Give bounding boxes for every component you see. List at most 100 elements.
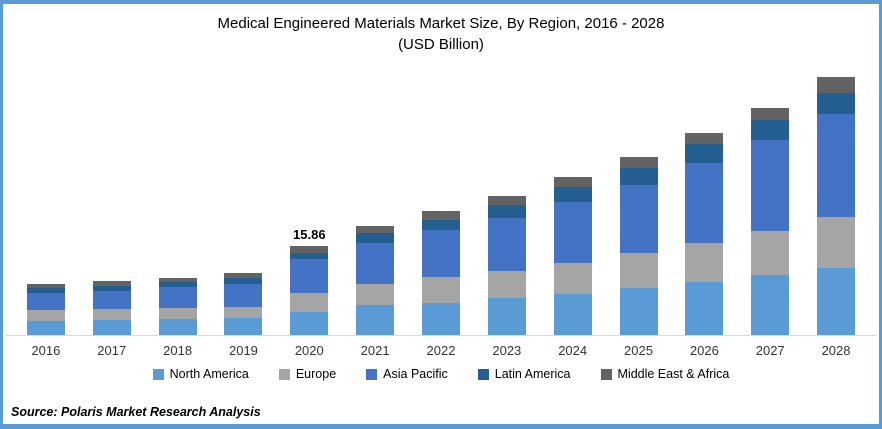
x-axis-label-2016: 2016 <box>31 343 61 358</box>
bar-segment-latin-america-2025 <box>619 167 658 186</box>
bar-segment-europe-2019 <box>224 306 263 319</box>
bar-segment-asia-pacific-2017 <box>92 290 131 309</box>
bar-segment-middle-east-africa-2028 <box>817 76 856 93</box>
bar-segment-middle-east-africa-2023 <box>487 195 526 206</box>
bar-column-2026 <box>671 64 737 335</box>
legend-item-middle-east-africa: Middle East & Africa <box>600 367 729 381</box>
bar-stack-2019 <box>224 273 263 335</box>
bar-wrap-2025 <box>619 157 658 335</box>
x-axis-label-2024: 2024 <box>558 343 588 358</box>
bar-segment-latin-america-2021 <box>356 233 395 243</box>
bar-wrap-2024 <box>553 177 592 335</box>
bar-segment-middle-east-africa-2027 <box>751 107 790 121</box>
bar-segment-europe-2017 <box>92 308 131 320</box>
bar-segment-middle-east-africa-2025 <box>619 157 658 168</box>
bar-column-2027 <box>737 64 803 335</box>
bar-wrap-2016 <box>26 284 65 335</box>
bar-segment-latin-america-2018 <box>158 281 197 287</box>
bar-segment-middle-east-africa-2024 <box>553 177 592 188</box>
bar-segment-north-america-2020 <box>290 311 329 335</box>
legend-item-europe: Europe <box>278 367 337 381</box>
x-axis-label-2022: 2022 <box>426 343 456 358</box>
bar-stack-2023 <box>487 195 526 335</box>
bar-column-2022 <box>408 64 474 335</box>
x-axis-label-2017: 2017 <box>97 343 127 358</box>
bar-stack-2025 <box>619 157 658 335</box>
legend-label: North America <box>169 367 249 381</box>
bar-segment-asia-pacific-2020 <box>290 259 329 293</box>
bar-segment-asia-pacific-2018 <box>158 286 197 308</box>
bar-stack-2021 <box>356 225 395 335</box>
bar-segment-europe-2022 <box>421 276 460 303</box>
bar-column-2018 <box>145 64 211 335</box>
bar-segment-asia-pacific-2025 <box>619 185 658 253</box>
bar-segment-north-america-2028 <box>817 267 856 335</box>
x-axis-label-2019: 2019 <box>228 343 258 358</box>
legend-swatch-icon <box>278 368 290 380</box>
bar-column-2016 <box>13 64 79 335</box>
bar-segment-latin-america-2019 <box>224 278 263 285</box>
bar-segment-latin-america-2024 <box>553 187 592 203</box>
bar-segment-asia-pacific-2022 <box>421 229 460 277</box>
bar-segment-europe-2027 <box>751 231 790 276</box>
bar-stack-2026 <box>685 133 724 335</box>
bar-column-2020: 15.86 <box>276 64 342 335</box>
bar-segment-asia-pacific-2023 <box>487 217 526 272</box>
bar-segment-middle-east-africa-2017 <box>92 281 131 286</box>
bar-segment-latin-america-2020 <box>290 252 329 260</box>
bar-stack-2017 <box>92 281 131 335</box>
bar-segment-europe-2024 <box>553 262 592 295</box>
bar-stack-2027 <box>751 107 790 335</box>
bar-segment-middle-east-africa-2021 <box>356 225 395 234</box>
bar-wrap-2028 <box>817 76 856 335</box>
bar-stack-2024 <box>553 177 592 335</box>
bar-column-2025 <box>606 64 672 335</box>
bar-wrap-2023 <box>487 195 526 335</box>
bar-wrap-2018 <box>158 277 197 335</box>
x-axis-label-2028: 2028 <box>821 343 851 358</box>
bar-segment-latin-america-2017 <box>92 285 131 291</box>
bar-segment-middle-east-africa-2018 <box>158 277 197 282</box>
bar-segment-europe-2026 <box>685 242 724 282</box>
bar-segment-asia-pacific-2024 <box>553 202 592 263</box>
bar-wrap-2019 <box>224 273 263 335</box>
x-axis-label-2025: 2025 <box>624 343 653 358</box>
source-note: Source: Polaris Market Research Analysis <box>11 405 261 419</box>
plot-area: 15.86 <box>5 64 877 336</box>
chart-title-block: Medical Engineered Materials Market Size… <box>3 13 879 55</box>
bar-segment-europe-2018 <box>158 307 197 320</box>
bar-segment-asia-pacific-2019 <box>224 284 263 307</box>
bar-segment-latin-america-2026 <box>685 144 724 164</box>
chart-title: Medical Engineered Materials Market Size… <box>217 15 665 32</box>
bar-segment-middle-east-africa-2016 <box>26 284 65 289</box>
x-axis-label-2020: 2020 <box>294 343 324 358</box>
bar-segment-north-america-2018 <box>158 319 197 335</box>
legend-swatch-icon <box>152 368 164 380</box>
bar-segment-asia-pacific-2021 <box>356 242 395 284</box>
bar-wrap-2017 <box>92 281 131 335</box>
bar-segment-europe-2021 <box>356 284 395 305</box>
bar-segment-north-america-2021 <box>356 305 395 335</box>
bar-segment-asia-pacific-2028 <box>817 114 856 217</box>
bar-segment-middle-east-africa-2022 <box>421 211 460 221</box>
bar-segment-north-america-2019 <box>224 318 263 335</box>
bar-stack-2018 <box>158 277 197 335</box>
legend-item-north-america: North America <box>152 367 249 381</box>
bar-segment-north-america-2017 <box>92 319 131 335</box>
legend-swatch-icon <box>600 368 612 380</box>
bar-segment-latin-america-2028 <box>817 92 856 115</box>
bar-segment-europe-2016 <box>26 309 65 321</box>
bar-segment-middle-east-africa-2026 <box>685 133 724 145</box>
bar-segment-north-america-2027 <box>751 275 790 335</box>
bar-segment-middle-east-africa-2020 <box>290 246 329 253</box>
legend-label: Asia Pacific <box>383 367 448 381</box>
bar-segment-europe-2020 <box>290 292 329 312</box>
bar-segment-north-america-2025 <box>619 287 658 335</box>
bar-segment-latin-america-2022 <box>421 220 460 230</box>
legend-label: Europe <box>295 367 337 381</box>
bar-segment-north-america-2023 <box>487 298 526 335</box>
data-label-2020: 15.86 <box>293 227 326 243</box>
legend: North America Europe Asia Pacific Latin Ame… <box>3 367 879 381</box>
bar-column-2028 <box>803 64 869 335</box>
